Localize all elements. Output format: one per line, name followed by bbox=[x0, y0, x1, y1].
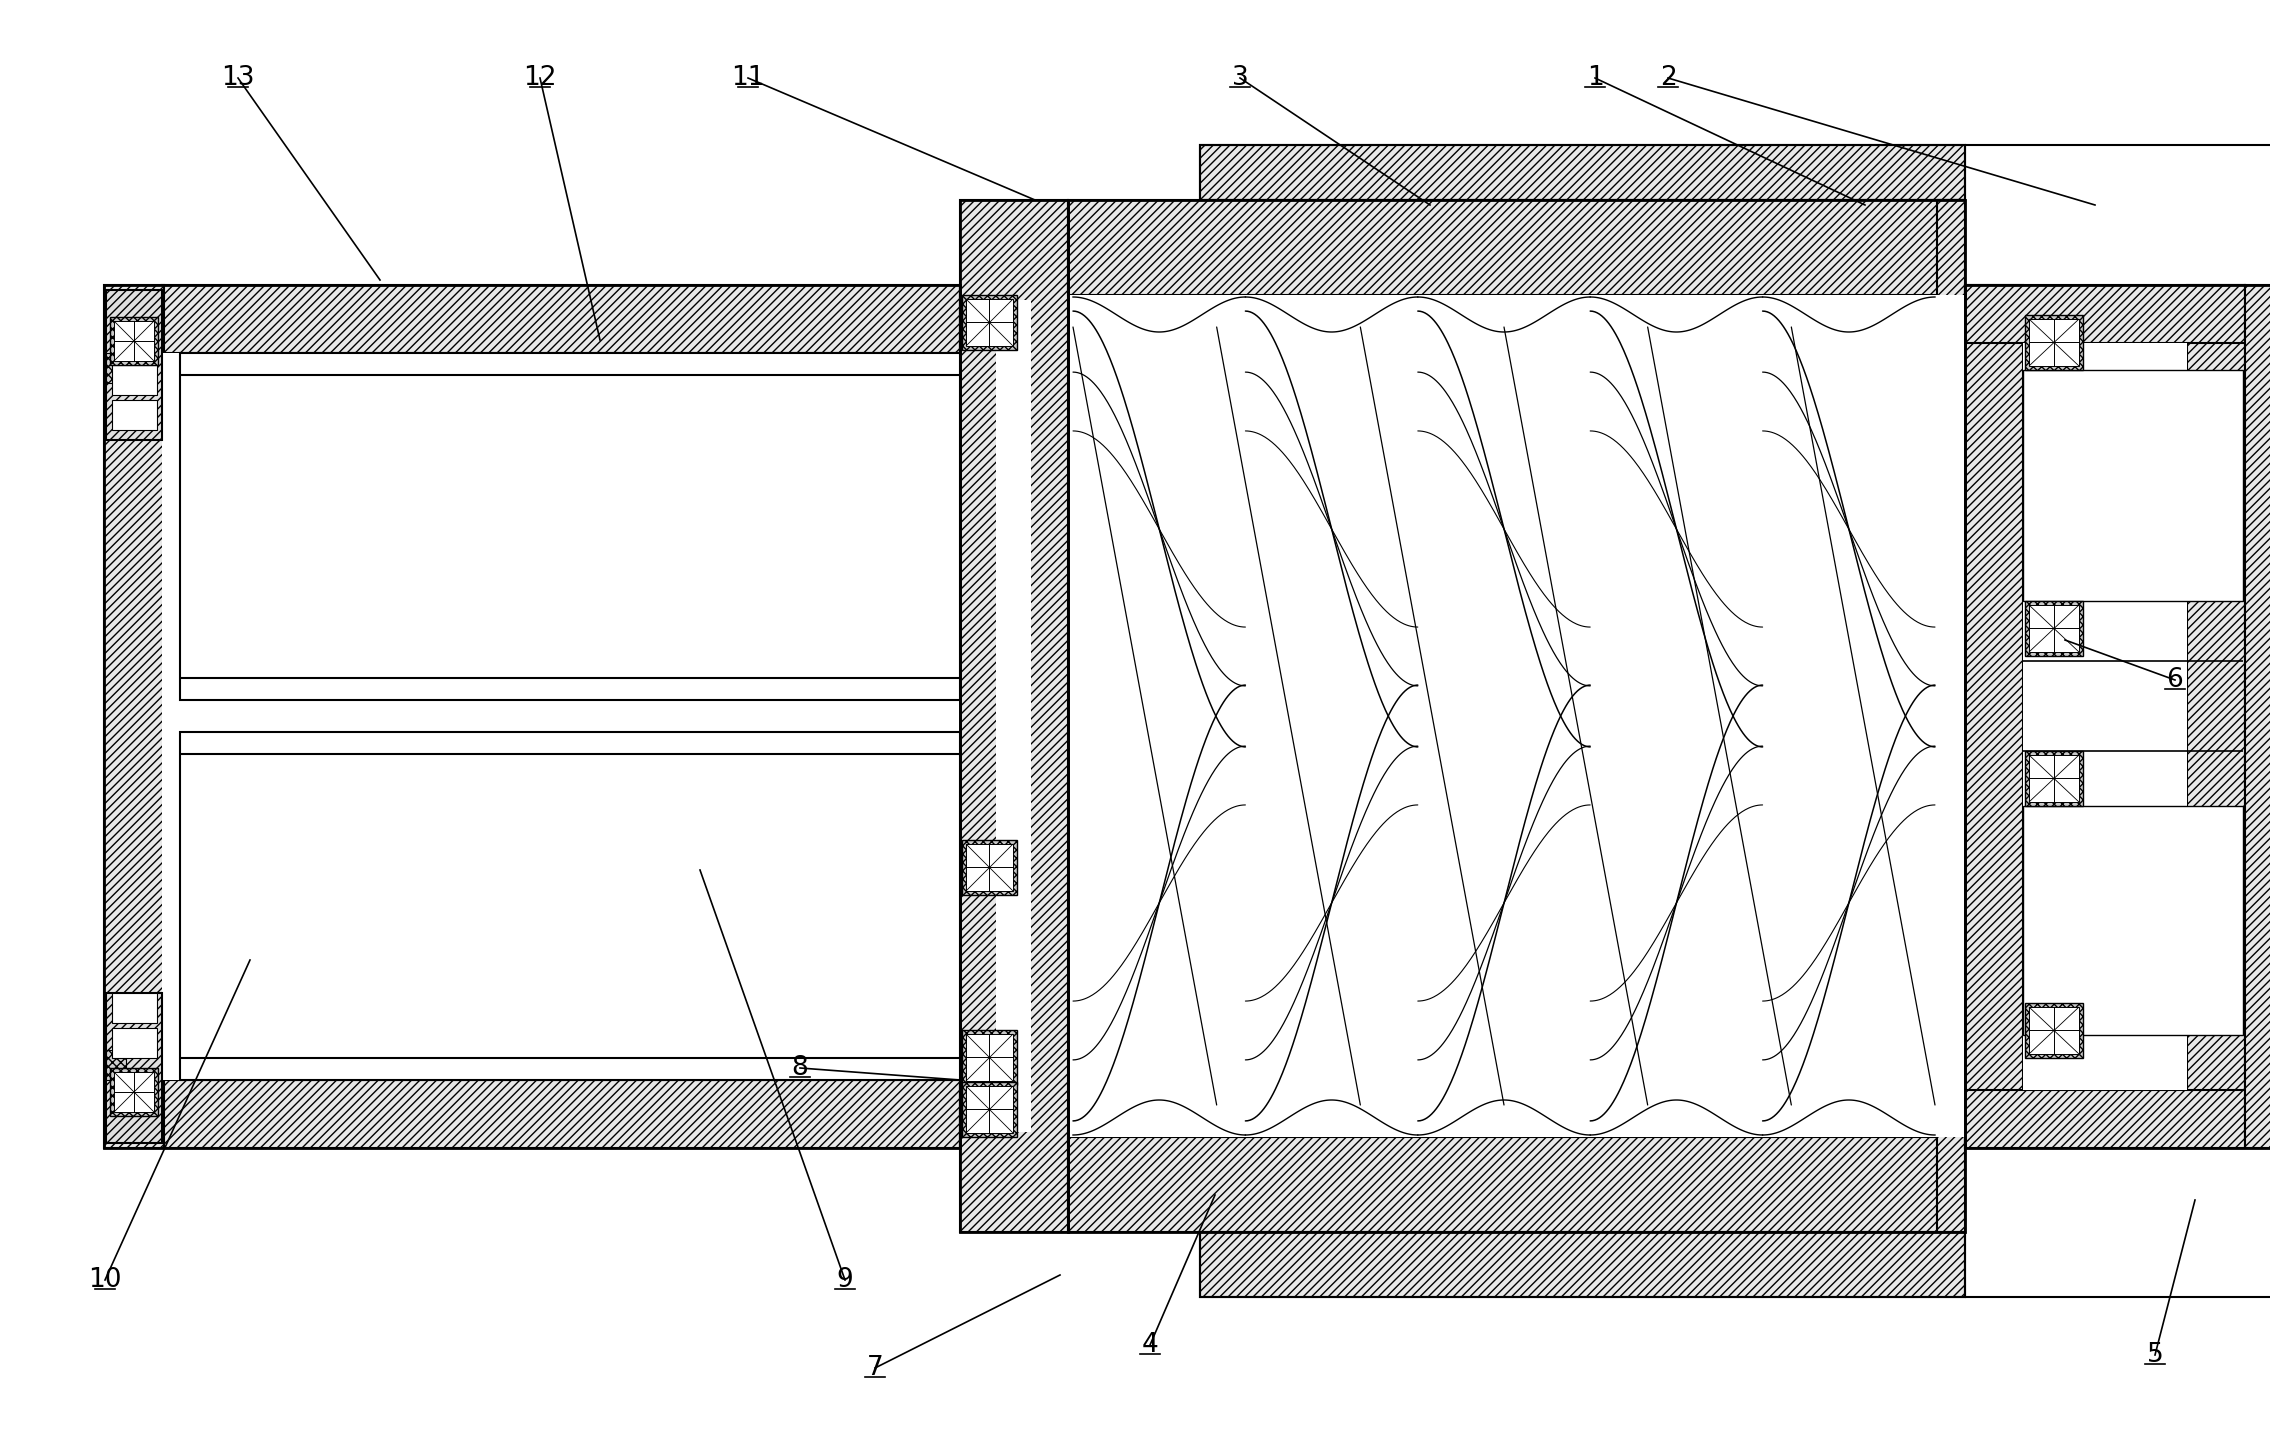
Text: 1: 1 bbox=[1587, 64, 1603, 92]
Bar bbox=[107, 993, 161, 1143]
Bar bbox=[1067, 295, 1966, 1138]
Bar bbox=[114, 321, 154, 361]
Bar bbox=[109, 1068, 159, 1116]
Bar bbox=[2029, 1007, 2079, 1055]
Bar bbox=[1966, 1090, 2245, 1148]
Bar bbox=[997, 301, 1031, 1132]
Bar bbox=[109, 318, 159, 365]
Bar bbox=[1966, 285, 2023, 1148]
Bar bbox=[104, 285, 163, 1148]
Bar bbox=[179, 353, 960, 700]
Text: 6: 6 bbox=[2166, 667, 2184, 693]
Bar bbox=[2025, 1003, 2084, 1058]
Bar bbox=[962, 1082, 1017, 1138]
Bar bbox=[2023, 806, 2243, 1035]
Text: 8: 8 bbox=[792, 1055, 808, 1080]
Text: 7: 7 bbox=[867, 1355, 883, 1381]
Text: 10: 10 bbox=[89, 1266, 123, 1294]
Text: 4: 4 bbox=[1142, 1332, 1158, 1358]
Bar bbox=[2029, 605, 2079, 653]
Bar bbox=[967, 1035, 1012, 1080]
Bar bbox=[2029, 319, 2079, 366]
Bar bbox=[960, 1080, 981, 1148]
Bar bbox=[161, 285, 960, 353]
Text: 13: 13 bbox=[220, 64, 254, 92]
Bar bbox=[960, 200, 1067, 1232]
Bar bbox=[2245, 285, 2270, 1148]
Bar bbox=[1067, 1138, 1966, 1232]
Bar bbox=[161, 1080, 960, 1148]
Bar bbox=[111, 1027, 157, 1058]
Bar bbox=[1201, 145, 1966, 200]
Bar bbox=[1966, 285, 2245, 343]
Bar bbox=[2186, 285, 2245, 1148]
Bar bbox=[1966, 285, 2270, 1148]
Bar bbox=[967, 1086, 1012, 1133]
Bar bbox=[2025, 751, 2084, 806]
Bar bbox=[2029, 756, 2079, 801]
Bar bbox=[111, 365, 157, 395]
Bar bbox=[2025, 601, 2084, 655]
Bar bbox=[1936, 200, 1966, 1232]
Bar bbox=[967, 299, 1012, 346]
Bar bbox=[1067, 200, 1966, 1232]
Bar bbox=[111, 401, 157, 429]
Bar bbox=[960, 285, 981, 353]
Text: 12: 12 bbox=[524, 64, 556, 92]
Bar bbox=[962, 1030, 1017, 1085]
Text: 2: 2 bbox=[1659, 64, 1675, 92]
Bar bbox=[967, 844, 1012, 892]
Bar bbox=[962, 295, 1017, 351]
Text: 3: 3 bbox=[1233, 64, 1249, 92]
Bar bbox=[111, 993, 157, 1023]
Text: 9: 9 bbox=[838, 1266, 854, 1294]
Bar bbox=[962, 840, 1017, 894]
Bar bbox=[1201, 1232, 1966, 1296]
Bar bbox=[107, 353, 127, 384]
Bar bbox=[104, 285, 960, 1148]
Bar bbox=[161, 353, 960, 1080]
Text: 11: 11 bbox=[731, 64, 765, 92]
Bar bbox=[179, 733, 960, 1080]
Bar bbox=[1067, 200, 1966, 295]
Bar bbox=[2023, 371, 2243, 601]
Bar bbox=[107, 1050, 127, 1080]
Bar bbox=[960, 200, 1067, 1232]
Text: 5: 5 bbox=[2147, 1342, 2163, 1368]
Bar bbox=[107, 290, 161, 439]
Bar bbox=[1201, 145, 1966, 200]
Bar bbox=[2025, 315, 2084, 371]
Bar bbox=[1201, 1232, 1966, 1296]
Bar bbox=[114, 1072, 154, 1112]
Bar bbox=[2023, 343, 2186, 1090]
